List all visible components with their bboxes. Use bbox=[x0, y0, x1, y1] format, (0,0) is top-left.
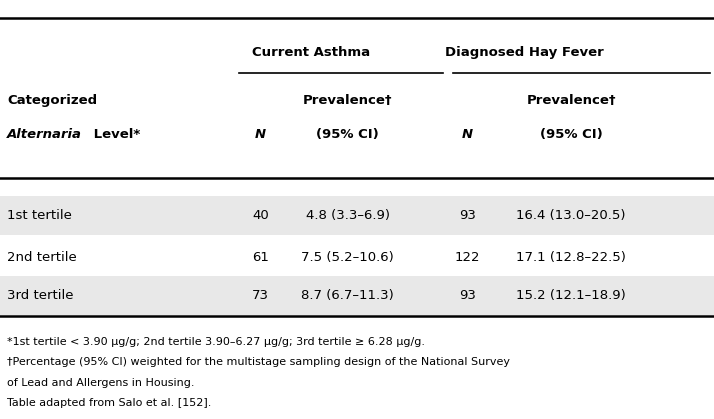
Text: Diagnosed Hay Fever: Diagnosed Hay Fever bbox=[446, 46, 604, 59]
Text: 17.1 (12.8–22.5): 17.1 (12.8–22.5) bbox=[516, 251, 626, 264]
Text: Table adapted from Salo et al. [152].: Table adapted from Salo et al. [152]. bbox=[7, 398, 211, 408]
Text: Categorized: Categorized bbox=[7, 94, 97, 107]
Bar bbox=[0, 196, 714, 235]
Text: 61: 61 bbox=[252, 251, 269, 264]
Text: of Lead and Allergens in Housing.: of Lead and Allergens in Housing. bbox=[7, 378, 195, 388]
Text: 7.5 (5.2–10.6): 7.5 (5.2–10.6) bbox=[301, 251, 394, 264]
Text: N: N bbox=[462, 127, 473, 141]
Text: (95% CI): (95% CI) bbox=[540, 127, 603, 141]
Text: 3rd tertile: 3rd tertile bbox=[7, 289, 74, 302]
Text: 122: 122 bbox=[455, 251, 481, 264]
Text: 8.7 (6.7–11.3): 8.7 (6.7–11.3) bbox=[301, 289, 394, 302]
Text: Current Asthma: Current Asthma bbox=[251, 46, 370, 59]
Text: 93: 93 bbox=[459, 209, 476, 222]
Text: 4.8 (3.3–6.9): 4.8 (3.3–6.9) bbox=[306, 209, 390, 222]
Text: 2nd tertile: 2nd tertile bbox=[7, 251, 77, 264]
Text: (95% CI): (95% CI) bbox=[316, 127, 379, 141]
Text: 16.4 (13.0–20.5): 16.4 (13.0–20.5) bbox=[516, 209, 626, 222]
Text: Prevalence†: Prevalence† bbox=[526, 94, 616, 107]
Text: Level*: Level* bbox=[89, 127, 141, 141]
Text: *1st tertile < 3.90 μg/g; 2nd tertile 3.90–6.27 μg/g; 3rd tertile ≥ 6.28 μg/g.: *1st tertile < 3.90 μg/g; 2nd tertile 3.… bbox=[7, 337, 425, 347]
Text: 73: 73 bbox=[252, 289, 269, 302]
Text: N: N bbox=[255, 127, 266, 141]
Text: 1st tertile: 1st tertile bbox=[7, 209, 72, 222]
Bar bbox=[0, 276, 714, 315]
Text: 15.2 (12.1–18.9): 15.2 (12.1–18.9) bbox=[516, 289, 626, 302]
Text: Alternaria: Alternaria bbox=[7, 127, 82, 141]
Text: 93: 93 bbox=[459, 289, 476, 302]
Text: 40: 40 bbox=[252, 209, 269, 222]
Text: †Percentage (95% CI) weighted for the multistage sampling design of the National: †Percentage (95% CI) weighted for the mu… bbox=[7, 357, 510, 367]
Text: Prevalence†: Prevalence† bbox=[303, 94, 393, 107]
